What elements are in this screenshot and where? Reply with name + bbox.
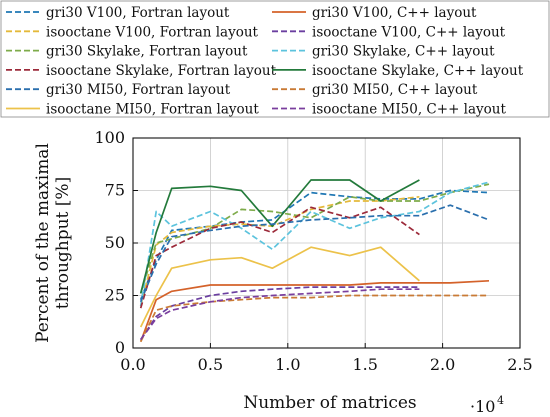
x-tick-label: 0.0 — [120, 355, 145, 374]
legend-entry-label: isooctane MI50, C++ layout — [312, 102, 506, 118]
legend-box — [0, 0, 550, 118]
x-axis-multiplier: ·10 4 — [470, 394, 504, 416]
x-axis-label: Number of matrices — [243, 393, 416, 413]
series-line-8 — [139, 179, 420, 294]
legend-entry-label: gri30 MI50, Fortran layout — [46, 82, 231, 98]
legend-entry-label: isooctane Skylake, Fortran layout — [46, 63, 277, 79]
legend-entry-label: gri30 V100, C++ layout — [312, 5, 477, 21]
x-tick-label: 2.0 — [430, 355, 455, 374]
series-lines — [139, 179, 490, 343]
series-line-3 — [139, 195, 420, 307]
y-tick-label: 0 — [115, 338, 125, 357]
series-line-9 — [139, 204, 490, 303]
y-axis-label-line-2: throughput [%] — [53, 177, 73, 309]
series-line-1 — [139, 189, 490, 301]
series-line-4 — [139, 286, 420, 341]
legend-entry-label: gri30 MI50, C++ layout — [312, 82, 478, 98]
legend-entry-label: gri30 Skylake, Fortran layout — [46, 44, 248, 60]
y-tick-label: 25 — [105, 286, 125, 305]
series-line-5 — [139, 183, 490, 294]
x-tick-label: 1.0 — [275, 355, 300, 374]
series-line-12 — [140, 288, 420, 341]
legend-entry-label: gri30 V100, Fortran layout — [46, 5, 230, 21]
series-line-6 — [139, 181, 490, 307]
legend-entry-label: isooctane V100, Fortran layout — [46, 24, 259, 40]
legend-entry-label: isooctane Skylake, C++ layout — [312, 63, 524, 79]
x-tick-label: 0.5 — [198, 355, 223, 374]
legend-entry-label: isooctane MI50, Fortran layout — [46, 102, 259, 118]
grid — [132, 137, 521, 349]
x-tick-label: 2.5 — [507, 355, 532, 374]
legend: gri30 V100, Fortran layout gri30 V100, C+… — [0, 0, 550, 118]
y-axis-label-line-1: Percent of the maximal — [33, 143, 53, 343]
x-multiplier-base: ·10 — [470, 397, 495, 416]
legend-entry-label: isooctane V100, C++ layout — [312, 24, 506, 40]
x-tick-label: 1.5 — [352, 355, 377, 374]
x-multiplier-exponent: 4 — [497, 394, 504, 407]
legend-entry-label: gri30 Skylake, C++ layout — [312, 44, 495, 60]
y-tick-label: 100 — [94, 128, 125, 147]
axes: 0 25 50 75 100 0.0 0.5 1.0 1.5 2.0 2.5 — [94, 128, 532, 374]
series-line-2 — [139, 279, 490, 342]
series-line-11 — [139, 246, 420, 328]
y-tick-label: 75 — [105, 181, 125, 200]
y-tick-label: 50 — [105, 233, 125, 252]
series-line-10 — [139, 294, 489, 343]
